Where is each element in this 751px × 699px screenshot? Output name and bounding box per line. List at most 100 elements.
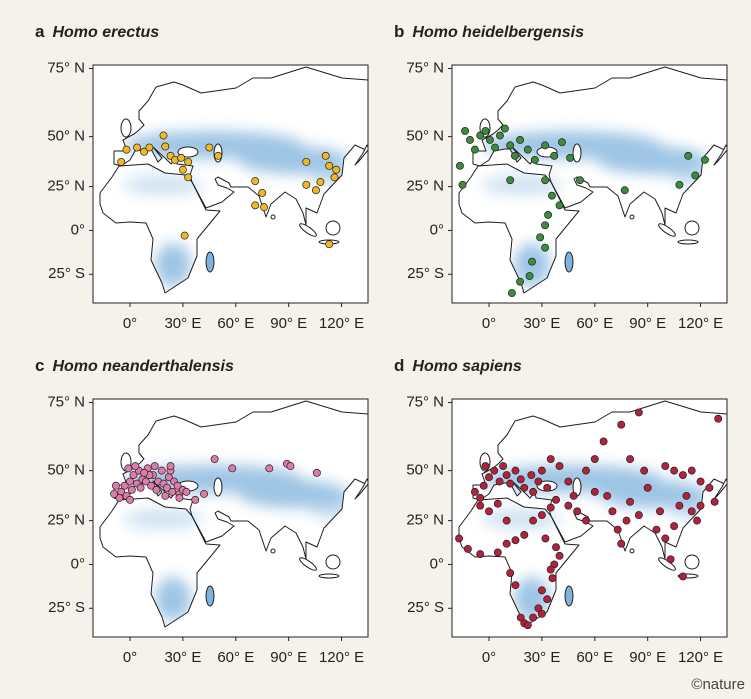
fossil-site [558, 138, 566, 147]
y-tick-label: 25° S [48, 265, 85, 282]
fossil-site [312, 186, 320, 195]
map-panel: c Homo neanderthalensis 75° N 50° N 25° N 0° 2… [35, 356, 369, 666]
fossil-site [544, 210, 553, 219]
fossil-site [552, 495, 560, 504]
fossil-site [548, 574, 557, 583]
fossil-site [566, 153, 575, 162]
fossil-site [661, 462, 670, 471]
fossil-site [115, 493, 124, 502]
y-tick-label: 50° N [47, 128, 85, 145]
x-tick-label: 90° E [629, 649, 666, 666]
fossil-site [506, 141, 515, 150]
fossil-site [157, 466, 166, 475]
x-tick-label: 120° E [319, 315, 364, 332]
fossil-site [461, 126, 469, 135]
y-tick-label: 25° S [407, 265, 444, 282]
fossil-site [555, 201, 564, 210]
fossil-site [543, 483, 552, 492]
fossil-site [613, 525, 622, 534]
x-tick-label: 60° E [576, 315, 613, 332]
fossil-site [564, 501, 573, 510]
fossil-site [506, 479, 515, 488]
fossil-site [286, 462, 295, 471]
fossil-site [541, 141, 550, 150]
fossil-site [537, 586, 546, 595]
fossil-site [166, 462, 175, 471]
fossil-site [126, 477, 134, 486]
fossil-site [502, 539, 511, 548]
fossil-site [251, 201, 260, 210]
fossil-site [210, 455, 219, 464]
fossil-site [510, 151, 519, 160]
fossil-site [527, 471, 536, 479]
fossil-site [710, 497, 719, 506]
fossil-site [590, 487, 599, 496]
fossil-site [129, 471, 138, 479]
fossil-site [117, 157, 126, 166]
fossil-site [470, 145, 479, 154]
fossil-site [499, 462, 508, 471]
fossil-site [200, 489, 209, 498]
fossil-site [321, 151, 330, 160]
fossil-site [705, 483, 714, 492]
x-tick-label: 30° E [523, 649, 560, 666]
fossil-site [620, 186, 629, 195]
fossil-site [701, 155, 709, 164]
fossil-site [325, 161, 334, 170]
fossil-site [506, 569, 515, 577]
fossil-site [661, 534, 670, 543]
site-points [117, 131, 341, 249]
fossil-site [666, 555, 675, 564]
fossil-site [678, 572, 687, 581]
panel-letter: c [35, 356, 44, 375]
fossil-site [530, 155, 539, 164]
y-tick-label: 0° [71, 555, 85, 572]
fossil-site [458, 180, 467, 189]
fossil-site [507, 289, 516, 298]
fossil-site [511, 536, 520, 545]
fossil-site [110, 489, 119, 498]
y-tick-label: 0° [71, 221, 85, 238]
fossil-site [214, 151, 223, 160]
x-tick-label: 120° E [319, 649, 364, 666]
fossil-site [714, 414, 723, 423]
fossil-site [260, 203, 268, 212]
fossil-site [502, 516, 511, 525]
panel-title: d Homo sapiens [394, 356, 522, 375]
fossil-site [175, 493, 184, 502]
fossil-site [546, 565, 555, 574]
fossil-site [481, 126, 490, 135]
fossil-site [180, 231, 189, 240]
fossil-site [177, 153, 186, 162]
y-tick-label: 50° N [406, 128, 444, 145]
y-tick-label: 25° N [406, 178, 444, 195]
fossil-site [133, 143, 142, 152]
fossil-site [173, 481, 182, 490]
x-tick-label: 60° E [217, 315, 254, 332]
fossil-site [140, 147, 149, 156]
x-tick-label: 60° E [217, 649, 254, 666]
x-tick-label: 90° E [270, 649, 307, 666]
fossil-site [302, 180, 311, 189]
basemap [452, 399, 728, 637]
x-tick-label: 30° E [164, 315, 201, 332]
fossil-site [485, 473, 493, 482]
map-panel: a Homo erectus 75° N 50° N 25° N 0° 25° S 0° 30°… [35, 22, 369, 332]
fossil-site [516, 135, 524, 144]
fossil-site [265, 464, 274, 473]
y-tick-label: 0° [430, 221, 444, 238]
map-frame [92, 398, 369, 638]
fossil-site [582, 516, 590, 525]
x-tick-label: 30° E [164, 649, 201, 666]
x-tick-label: 90° E [629, 315, 666, 332]
fossil-site [573, 507, 582, 516]
fossil-site [617, 539, 626, 548]
x-tick-label: 0° [123, 315, 137, 332]
fossil-site [523, 145, 532, 154]
fossil-site [184, 157, 193, 166]
fossil-site [491, 143, 499, 152]
x-tick-label: 60° E [576, 649, 613, 666]
fossil-site [564, 477, 573, 486]
fossil-site [511, 581, 520, 590]
